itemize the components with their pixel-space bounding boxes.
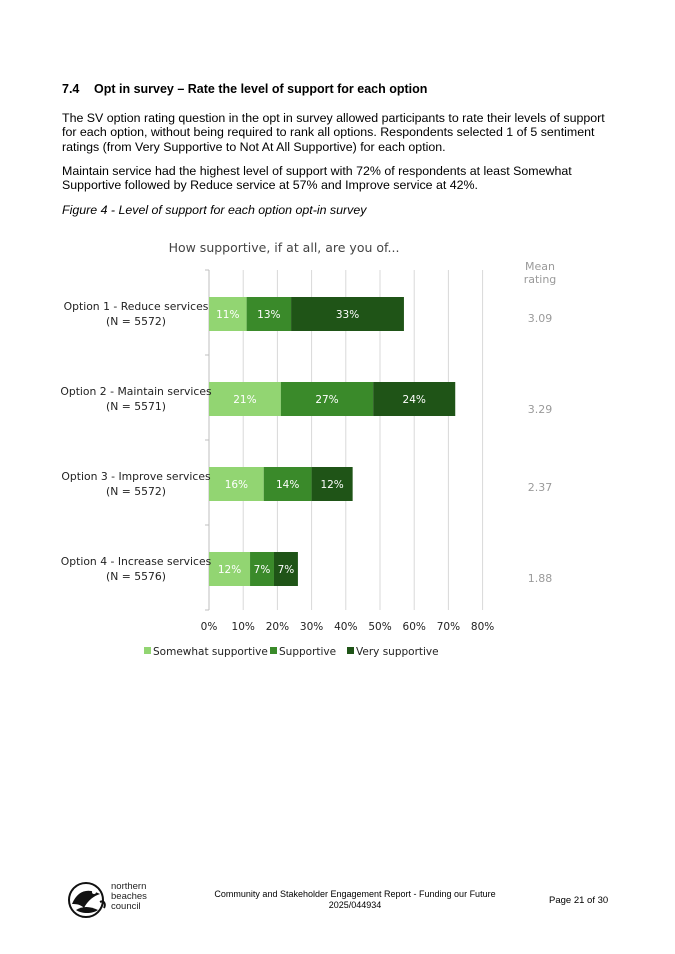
x-tick-label: 40% [334, 621, 357, 633]
footer-report-title: Community and Stakeholder Engagement Rep… [214, 889, 496, 899]
mean-rating-value: 1.88 [528, 572, 553, 585]
mean-rating-header: rating [524, 273, 557, 286]
bar-segment [209, 297, 247, 331]
council-name-line: northern [111, 881, 147, 892]
data-label: 7% [254, 564, 271, 576]
footer-doc-number: 2025/044934 [328, 900, 382, 910]
bar-segment [209, 552, 251, 586]
x-tick-label: 0% [201, 621, 218, 633]
bar-segment [209, 467, 264, 501]
chart-bars [209, 297, 456, 586]
data-label: 7% [278, 564, 295, 576]
mean-rating-header: Mean [525, 260, 555, 273]
support-chart: How supportive, if at all, are you of...… [60, 240, 556, 658]
section-title: Opt in survey – Rate the level of suppor… [94, 82, 428, 96]
x-tick-label: 70% [437, 621, 460, 633]
bar-segment [250, 552, 274, 586]
bar-segment [291, 297, 404, 331]
summary-paragraph: Maintain service had the highest level o… [62, 164, 572, 193]
legend-label: Very supportive [356, 646, 439, 658]
category-label: Option 4 - Increase services [61, 555, 212, 568]
x-tick-label: 30% [300, 621, 323, 633]
footer-report-info: Community and Stakeholder Engagement Rep… [205, 889, 505, 911]
x-tick-label: 10% [232, 621, 255, 633]
x-tick-label: 20% [266, 621, 289, 633]
council-logo [66, 880, 110, 925]
bar-segment [311, 467, 353, 501]
data-label: 12% [218, 564, 241, 576]
data-label: 16% [225, 479, 248, 491]
legend-swatch [270, 647, 277, 654]
data-label: 21% [233, 394, 256, 406]
data-label: 24% [403, 394, 426, 406]
page-number: Page 21 of 30 [549, 895, 609, 906]
section-number: 7.4 [62, 82, 80, 96]
data-label: 27% [315, 394, 338, 406]
council-logo-icon [68, 882, 106, 918]
legend-label: Somewhat supportive [153, 646, 268, 658]
intro-paragraph: The SV option rating question in the opt… [62, 111, 605, 154]
bar-segment [246, 297, 292, 331]
chart-title: How supportive, if at all, are you of... [169, 240, 400, 255]
bar-segment [373, 382, 456, 416]
data-label: 33% [336, 309, 359, 321]
legend-label: Supportive [279, 646, 336, 658]
mean-rating-value: 3.09 [528, 312, 553, 325]
x-tick-label: 50% [368, 621, 391, 633]
data-label: 14% [276, 479, 299, 491]
legend-swatch [144, 647, 151, 654]
figure-caption: Figure 4 - Level of support for each opt… [62, 203, 367, 217]
council-name: northern beaches council [111, 882, 147, 912]
x-tick-label: 80% [471, 621, 494, 633]
mean-rating-value: 3.29 [528, 403, 553, 416]
category-count: (N = 5572) [106, 315, 166, 328]
bar-segment [273, 552, 298, 586]
category-count: (N = 5571) [106, 400, 166, 413]
category-count: (N = 5576) [106, 570, 166, 583]
mean-rating-value: 2.37 [528, 481, 553, 494]
category-label: Option 3 - Improve services [61, 470, 211, 483]
chart-labels: How supportive, if at all, are you of...… [60, 240, 556, 658]
bar-segment [263, 467, 312, 501]
category-count: (N = 5572) [106, 485, 166, 498]
data-label: 11% [216, 309, 239, 321]
section-heading: 7.4 Opt in survey – Rate the level of sup… [62, 82, 427, 96]
bar-segment [209, 382, 281, 416]
category-label: Option 2 - Maintain services [60, 385, 212, 398]
bar-segment [280, 382, 374, 416]
legend-swatch [347, 647, 354, 654]
data-label: 12% [320, 479, 343, 491]
data-label: 13% [257, 309, 280, 321]
council-name-line: council [111, 901, 141, 912]
category-label: Option 1 - Reduce services [64, 300, 209, 313]
council-name-line: beaches [111, 891, 147, 902]
x-tick-label: 60% [403, 621, 426, 633]
